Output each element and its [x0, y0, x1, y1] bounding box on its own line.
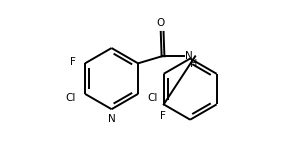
Text: Cl: Cl [147, 93, 158, 103]
Text: N: N [108, 114, 115, 124]
Text: F: F [70, 57, 76, 67]
Text: F: F [160, 111, 166, 121]
Text: Cl: Cl [66, 93, 76, 103]
Text: N: N [185, 51, 193, 61]
Text: O: O [157, 17, 165, 28]
Text: H: H [190, 59, 198, 69]
